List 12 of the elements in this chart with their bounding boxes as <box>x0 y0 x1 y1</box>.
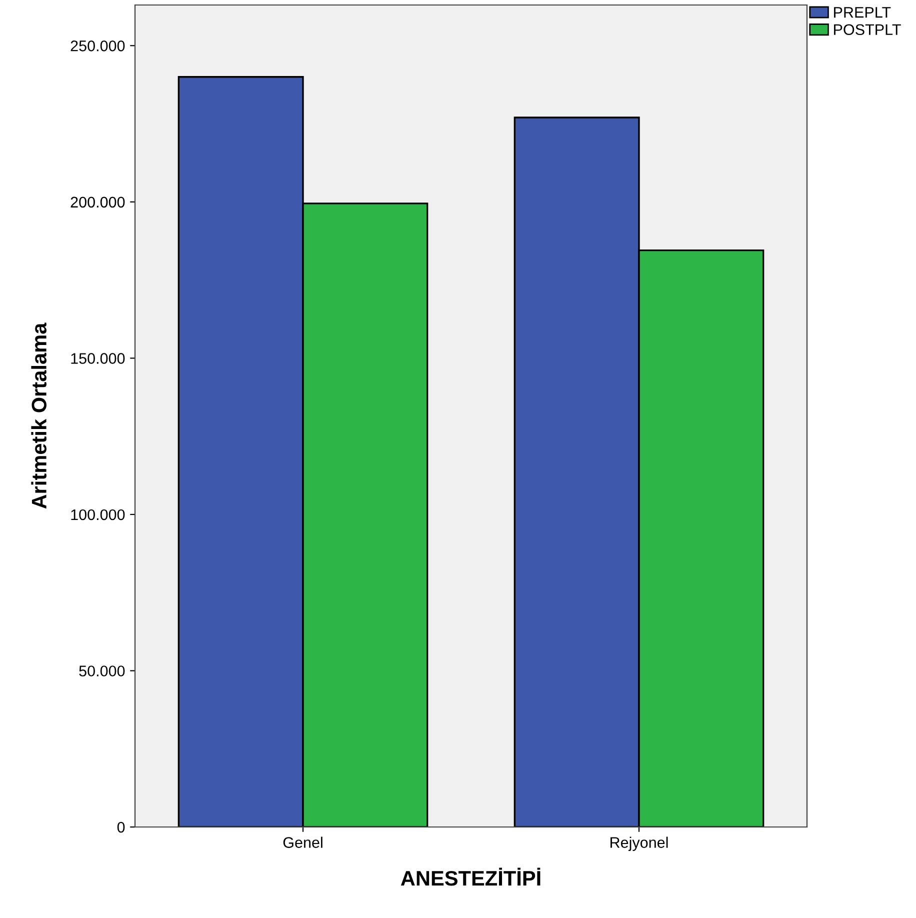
y-tick-label: 50.000 <box>79 666 125 676</box>
y-axis-title: Aritmetik Ortalama <box>31 322 46 509</box>
x-axis-title: ANESTEZİTİPİ <box>400 868 540 886</box>
x-tick-label: Genel <box>283 836 322 848</box>
y-tick-label: 200.000 <box>70 196 125 208</box>
legend-label: PREPLT <box>834 7 891 18</box>
y-tick-label: 150.000 <box>71 353 125 364</box>
y-tick-label: 100.000 <box>71 509 125 520</box>
legend-label: POSTPLT <box>834 24 901 36</box>
y-tick-label: 250.000 <box>70 40 125 52</box>
y-tick-label: 0 <box>117 822 125 833</box>
x-tick-label: Rejyonel <box>610 836 668 851</box>
